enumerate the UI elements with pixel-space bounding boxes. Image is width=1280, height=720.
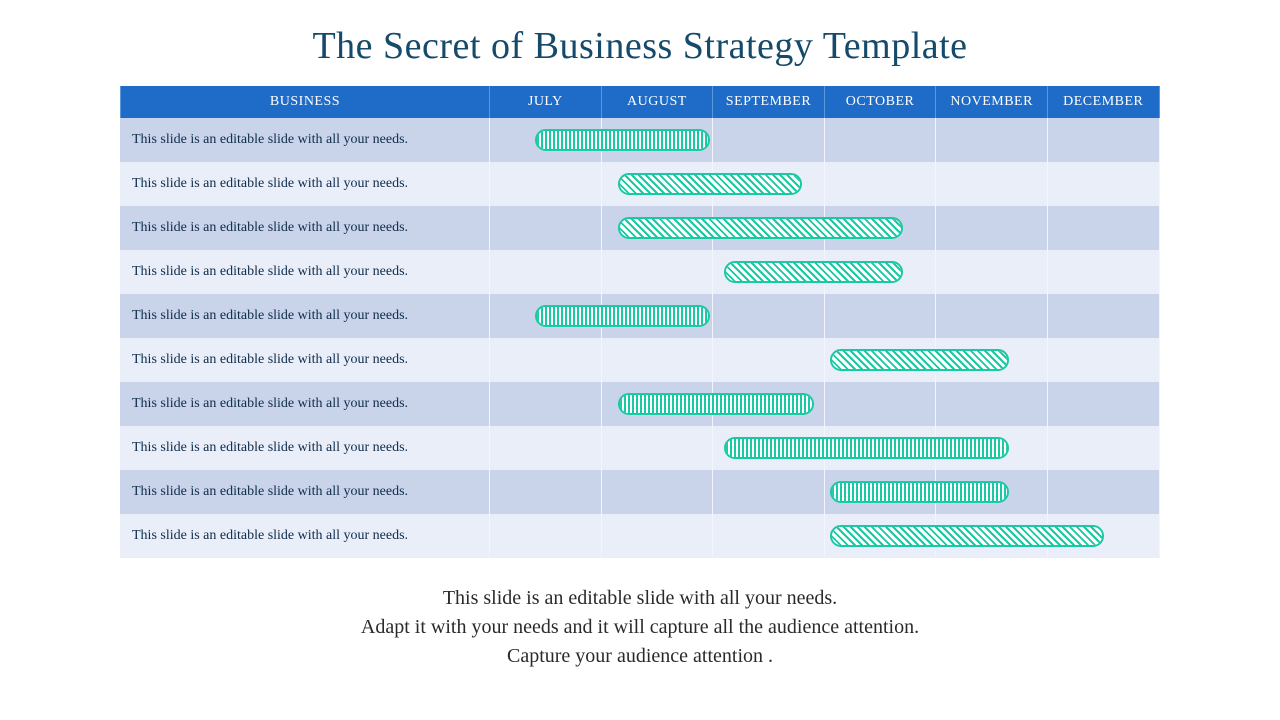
- gantt-cell: [490, 426, 602, 470]
- gantt-cell: [713, 426, 825, 470]
- gantt-cell: [602, 514, 714, 558]
- gantt-cell: [825, 338, 937, 382]
- gantt-cell: [936, 162, 1048, 206]
- gantt-cell: [713, 250, 825, 294]
- gantt-cell: [825, 426, 937, 470]
- row-label: This slide is an editable slide with all…: [120, 338, 490, 382]
- gantt-cell: [936, 206, 1048, 250]
- gantt-cell: [936, 514, 1048, 558]
- gantt-cell: [713, 514, 825, 558]
- gantt-cell: [713, 206, 825, 250]
- gantt-cell: [936, 294, 1048, 338]
- gantt-cell: [713, 338, 825, 382]
- gantt-cell: [1048, 470, 1160, 514]
- row-label: This slide is an editable slide with all…: [120, 470, 490, 514]
- gantt-cell: [936, 382, 1048, 426]
- gantt-row: This slide is an editable slide with all…: [120, 250, 1160, 294]
- column-header-month: AUGUST: [602, 86, 714, 118]
- gantt-cell: [1048, 206, 1160, 250]
- column-header-month: JULY: [490, 86, 602, 118]
- gantt-cell: [713, 162, 825, 206]
- gantt-cell: [602, 426, 714, 470]
- gantt-row: This slide is an editable slide with all…: [120, 118, 1160, 162]
- gantt-row: This slide is an editable slide with all…: [120, 338, 1160, 382]
- gantt-cell: [825, 162, 937, 206]
- gantt-cell: [602, 382, 714, 426]
- slide-title: The Secret of Business Strategy Template: [0, 0, 1280, 86]
- gantt-cell: [602, 338, 714, 382]
- gantt-cell: [490, 118, 602, 162]
- row-label: This slide is an editable slide with all…: [120, 382, 490, 426]
- gantt-cell: [936, 250, 1048, 294]
- gantt-cell: [1048, 514, 1160, 558]
- column-header-month: NOVEMBER: [936, 86, 1048, 118]
- gantt-row: This slide is an editable slide with all…: [120, 470, 1160, 514]
- gantt-cell: [1048, 294, 1160, 338]
- gantt-cell: [602, 250, 714, 294]
- gantt-cell: [936, 470, 1048, 514]
- gantt-row: This slide is an editable slide with all…: [120, 514, 1160, 558]
- row-label: This slide is an editable slide with all…: [120, 294, 490, 338]
- gantt-cell: [825, 118, 937, 162]
- gantt-cell: [825, 470, 937, 514]
- gantt-cell: [825, 294, 937, 338]
- gantt-cell: [1048, 118, 1160, 162]
- gantt-cell: [1048, 162, 1160, 206]
- gantt-cell: [713, 470, 825, 514]
- caption-line: Capture your audience attention .: [0, 642, 1280, 671]
- gantt-cell: [490, 162, 602, 206]
- caption-line: Adapt it with your needs and it will cap…: [0, 613, 1280, 642]
- gantt-cell: [490, 514, 602, 558]
- column-header-month: DECEMBER: [1048, 86, 1160, 118]
- gantt-cell: [490, 250, 602, 294]
- gantt-cell: [1048, 338, 1160, 382]
- gantt-cell: [713, 294, 825, 338]
- row-label: This slide is an editable slide with all…: [120, 426, 490, 470]
- gantt-cell: [1048, 250, 1160, 294]
- gantt-cell: [490, 470, 602, 514]
- row-label: This slide is an editable slide with all…: [120, 118, 490, 162]
- gantt-cell: [825, 514, 937, 558]
- gantt-cell: [490, 338, 602, 382]
- gantt-row: This slide is an editable slide with all…: [120, 206, 1160, 250]
- gantt-cell: [713, 118, 825, 162]
- gantt-cell: [602, 162, 714, 206]
- gantt-cell: [602, 470, 714, 514]
- caption-line: This slide is an editable slide with all…: [0, 584, 1280, 613]
- row-label: This slide is an editable slide with all…: [120, 514, 490, 558]
- row-label: This slide is an editable slide with all…: [120, 206, 490, 250]
- gantt-cell: [825, 382, 937, 426]
- column-header-business: BUSINESS: [120, 86, 490, 118]
- gantt-chart: BUSINESSJULYAUGUSTSEPTEMBEROCTOBERNOVEMB…: [120, 86, 1160, 558]
- row-label: This slide is an editable slide with all…: [120, 250, 490, 294]
- gantt-cell: [602, 294, 714, 338]
- gantt-cell: [490, 206, 602, 250]
- gantt-cell: [602, 118, 714, 162]
- gantt-cell: [825, 250, 937, 294]
- row-label: This slide is an editable slide with all…: [120, 162, 490, 206]
- gantt-cell: [936, 338, 1048, 382]
- slide-caption: This slide is an editable slide with all…: [0, 558, 1280, 671]
- gantt-cell: [825, 206, 937, 250]
- column-header-month: SEPTEMBER: [713, 86, 825, 118]
- gantt-cell: [936, 118, 1048, 162]
- gantt-row: This slide is an editable slide with all…: [120, 162, 1160, 206]
- gantt-cell: [602, 206, 714, 250]
- gantt-row: This slide is an editable slide with all…: [120, 426, 1160, 470]
- gantt-cell: [490, 294, 602, 338]
- gantt-row: This slide is an editable slide with all…: [120, 382, 1160, 426]
- gantt-cell: [936, 426, 1048, 470]
- gantt-cell: [713, 382, 825, 426]
- gantt-header-row: BUSINESSJULYAUGUSTSEPTEMBEROCTOBERNOVEMB…: [120, 86, 1160, 118]
- gantt-row: This slide is an editable slide with all…: [120, 294, 1160, 338]
- gantt-cell: [1048, 382, 1160, 426]
- gantt-cell: [490, 382, 602, 426]
- gantt-cell: [1048, 426, 1160, 470]
- column-header-month: OCTOBER: [825, 86, 937, 118]
